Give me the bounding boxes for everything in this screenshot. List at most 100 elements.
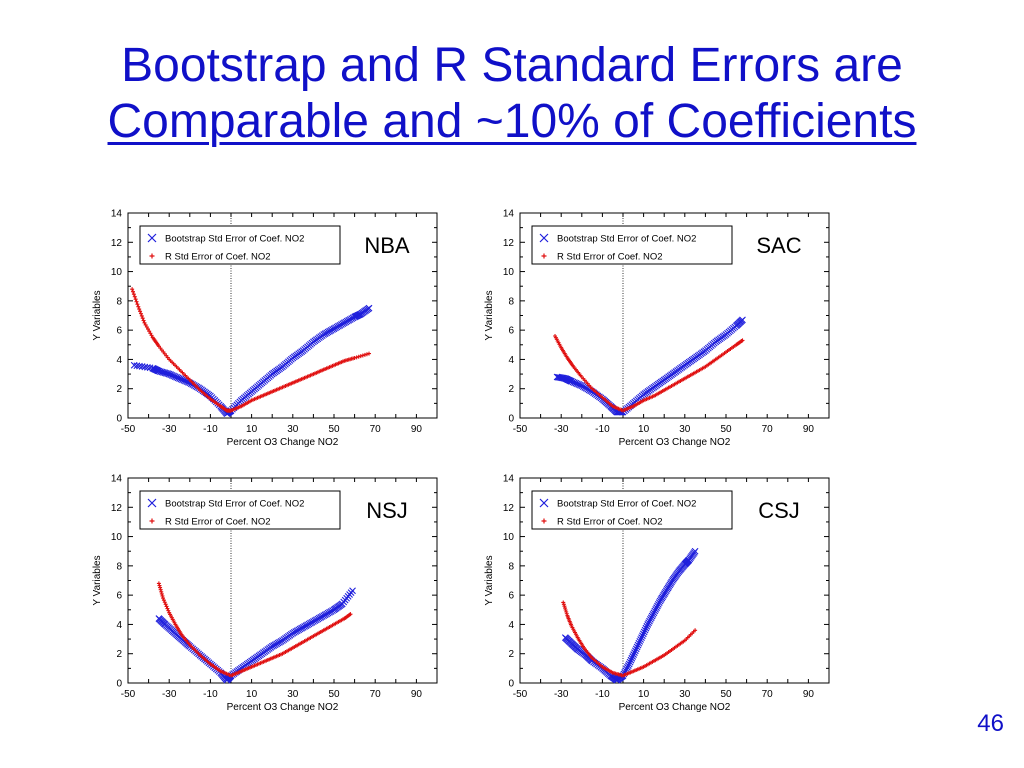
x-tick-label: -10	[595, 689, 610, 700]
y-tick-label: 4	[508, 355, 514, 366]
legend-marker-bootstrap	[147, 233, 157, 243]
x-tick-label: 10	[246, 424, 258, 435]
point-bootstrap	[639, 632, 646, 640]
x-tick-label: -30	[554, 424, 569, 435]
y-tick-label: 12	[111, 503, 123, 514]
legend-box	[531, 490, 733, 530]
x-axis-label: Percent O3 Change NO2	[619, 702, 731, 713]
point-bootstrap	[631, 647, 639, 655]
legend-label-bootstrap: Bootstrap Std Error of Coef. NO2	[165, 499, 304, 510]
y-tick-label: 12	[503, 503, 515, 514]
point-r-std-error	[158, 585, 163, 590]
point-bootstrap	[632, 645, 640, 653]
point-r-std-error	[140, 316, 145, 321]
x-axis-label: Percent O3 Change NO2	[227, 437, 339, 448]
point-r-std-error	[136, 304, 141, 309]
x-tick-label: 50	[720, 424, 732, 435]
point-bootstrap	[652, 605, 660, 613]
point-r-std-error	[148, 331, 153, 336]
chart-svg-sac: -50 -30 -10 10 30 50 70 90 0 2 4 6 8 10 12 14 Percent O3…	[484, 209, 830, 448]
x-tick-label: 90	[803, 424, 815, 435]
point-r-std-error	[364, 352, 369, 357]
chart-svg-csj: -50 -30 -10 10 30 50 70 90 0 2 4 6 8 10 12 14 Percent O3…	[484, 474, 830, 713]
legend-marker-r-std-error	[541, 518, 547, 524]
legend-label-r-std-error: R Std Error of Coef. NO2	[165, 517, 271, 528]
point-r-std-error	[138, 309, 143, 314]
point-bootstrap	[141, 363, 149, 371]
panel-label: CSJ	[758, 498, 800, 523]
point-r-std-error	[161, 598, 166, 603]
x-tick-label: -30	[162, 689, 177, 700]
title-line-2: Comparable and ~10% of Coefficients	[107, 95, 917, 148]
point-bootstrap	[626, 658, 634, 666]
point-r-std-error	[149, 333, 154, 338]
x-tick-label: -30	[554, 689, 569, 700]
point-r-std-error	[165, 606, 170, 611]
point-bootstrap	[630, 651, 637, 658]
point-bootstrap	[624, 663, 631, 671]
y-tick-label: 12	[503, 238, 515, 249]
point-bootstrap	[643, 622, 651, 630]
point-bootstrap	[739, 316, 746, 324]
x-tick-label: -50	[121, 689, 136, 700]
point-bootstrap	[133, 362, 141, 370]
x-tick-label: 70	[762, 689, 774, 700]
series-r-std-error	[156, 581, 353, 678]
point-r-std-error	[147, 329, 152, 334]
point-r-std-error	[130, 287, 135, 292]
y-tick-label: 14	[503, 474, 515, 485]
y-tick-label: 2	[116, 384, 122, 395]
point-bootstrap	[634, 641, 642, 649]
x-tick-label: -30	[162, 424, 177, 435]
point-bootstrap	[637, 636, 645, 643]
legend-box	[139, 225, 341, 265]
y-tick-label: 4	[116, 620, 122, 631]
y-tick-label: 6	[508, 591, 514, 602]
chart-panel-sac: -50 -30 -10 10 30 50 70 90 0 2 4 6 8 10 12 14 Percent O3…	[480, 208, 880, 468]
point-r-std-error	[159, 591, 164, 596]
point-bootstrap	[651, 607, 659, 615]
y-tick-label: 0	[116, 679, 122, 690]
x-tick-label: 90	[411, 424, 423, 435]
y-tick-label: 0	[116, 414, 122, 425]
legend-marker-bootstrap	[147, 498, 157, 508]
point-r-std-error	[134, 299, 139, 304]
point-r-std-error	[132, 294, 137, 299]
point-bootstrap	[639, 630, 647, 638]
point-bootstrap	[628, 654, 636, 662]
title-line-1: Bootstrap and R Standard Errors are	[121, 39, 903, 92]
point-bootstrap	[645, 619, 652, 627]
point-r-std-error	[156, 581, 161, 586]
point-bootstrap	[130, 361, 138, 369]
x-tick-label: -50	[121, 424, 136, 435]
x-tick-label: -50	[513, 689, 528, 700]
point-r-std-error	[358, 354, 363, 359]
point-bootstrap	[144, 363, 151, 371]
point-r-std-error	[164, 604, 169, 609]
series-r-std-error	[130, 287, 372, 413]
x-tick-label: -50	[513, 424, 528, 435]
point-bootstrap	[650, 609, 658, 617]
point-r-std-error	[159, 589, 164, 594]
x-tick-label: 50	[328, 424, 340, 435]
legend-label-bootstrap: Bootstrap Std Error of Coef. NO2	[165, 234, 304, 245]
point-bootstrap	[365, 304, 373, 312]
point-r-std-error	[362, 352, 367, 357]
y-tick-label: 10	[503, 267, 515, 278]
x-tick-label: 30	[287, 424, 299, 435]
point-bootstrap	[629, 653, 637, 660]
y-tick-label: 0	[508, 414, 514, 425]
series-r-std-error	[561, 600, 698, 678]
point-bootstrap	[136, 362, 143, 370]
legend-label-r-std-error: R Std Error of Coef. NO2	[165, 252, 271, 263]
point-r-std-error	[367, 351, 372, 356]
point-bootstrap	[638, 634, 645, 641]
point-bootstrap	[648, 612, 656, 620]
y-axis-label: Y Variables	[92, 555, 103, 605]
panel-label: NSJ	[366, 498, 408, 523]
point-bootstrap	[654, 602, 661, 610]
point-r-std-error	[352, 355, 357, 360]
legend-box	[139, 490, 341, 530]
point-r-std-error	[141, 318, 146, 323]
y-tick-label: 4	[116, 355, 122, 366]
